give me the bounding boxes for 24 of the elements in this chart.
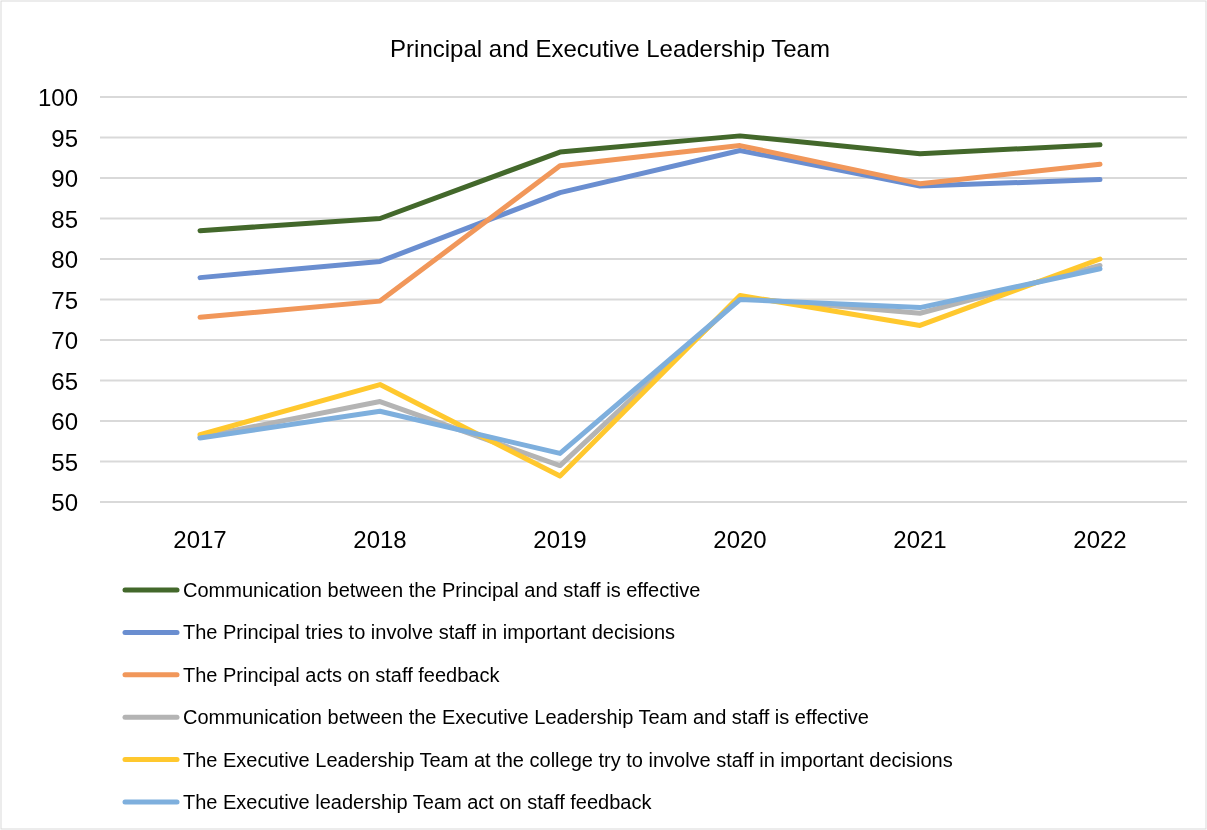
- y-tick-label: 70: [51, 327, 78, 354]
- x-tick-label: 2022: [1073, 526, 1127, 553]
- y-tick-label: 75: [51, 286, 78, 314]
- chart-title: Principal and Executive Leadership Team: [390, 35, 830, 62]
- x-tick-label: 2020: [713, 526, 767, 553]
- y-tick-label: 50: [51, 489, 78, 516]
- legend-label: The Principal tries to involve staff in important decisions: [183, 621, 676, 644]
- y-tick-label: 90: [51, 165, 78, 192]
- y-tick-label: 60: [51, 408, 78, 435]
- y-tick-label: 80: [51, 246, 78, 273]
- legend-label: Communication between the Executive Leadership Team and staff is effective: [183, 706, 869, 729]
- y-tick-label: 55: [51, 448, 78, 476]
- x-tick-label: 2019: [533, 526, 587, 553]
- x-tick-label: 2021: [893, 526, 947, 553]
- x-tick-label: 2017: [173, 526, 227, 553]
- legend-label: The Principal acts on staff feedback: [183, 663, 501, 686]
- y-tick-label: 65: [51, 367, 78, 395]
- y-tick-label: 100: [37, 84, 78, 111]
- legend-label: Communication between the Principal and staff is effective: [183, 579, 701, 601]
- y-tick-label: 95: [51, 124, 78, 152]
- legend-label: The Executive Leadership Team at the college try to involve staff in important decisions: [183, 748, 953, 771]
- legend-label: The Executive leadership Team act on staff feedback: [183, 791, 653, 813]
- y-tick-label: 85: [51, 205, 78, 233]
- x-tick-label: 2018: [353, 526, 407, 553]
